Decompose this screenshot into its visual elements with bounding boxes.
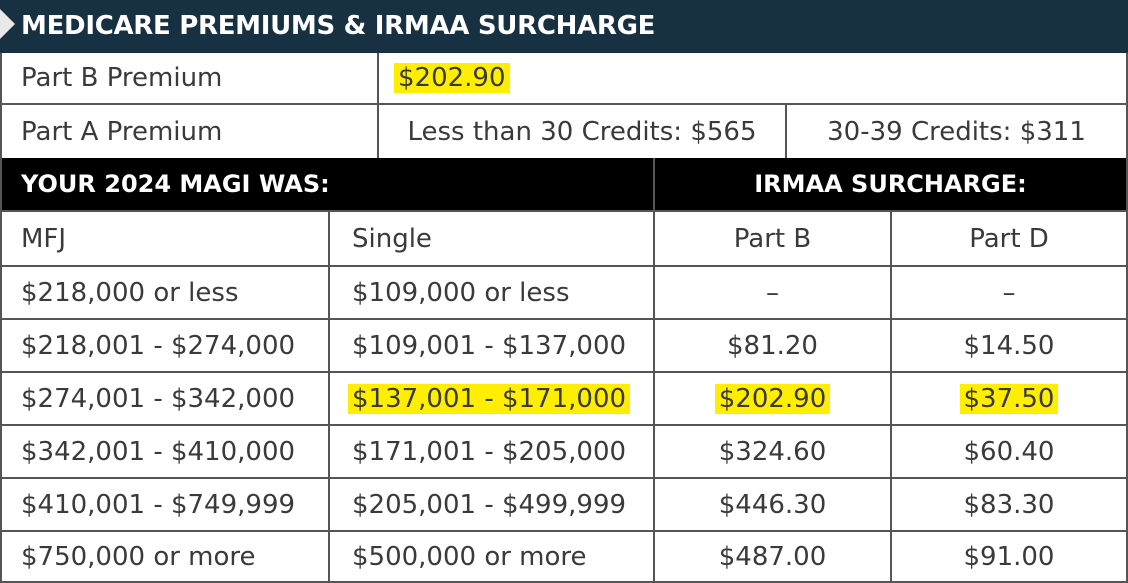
part-b-premium-value-cell: $202.90 [377,53,1126,103]
part-d-cell: $60.40 [890,426,1126,477]
part-b-cell-highlighted: $202.90 [653,373,890,424]
part-d-value-highlighted: $37.50 [959,383,1059,414]
part-d-cell: $91.00 [890,532,1126,581]
mfj-cell: $750,000 or more [21,541,256,572]
table-title: MEDICARE PREMIUMS & IRMAA SURCHARGE [21,11,656,41]
table-row: $750,000 or more $500,000 or more $487.0… [2,532,1126,581]
part-a-premium-row: Part A Premium Less than 30 Credits: $56… [2,105,1126,158]
part-a-option-30-39: 30-39 Credits: $311 [785,105,1126,158]
single-value-highlighted: $137,001 - $171,000 [348,383,631,414]
table-row-highlighted: $274,001 - $342,000 $137,001 - $171,000 … [2,373,1126,426]
part-b-cell: $324.60 [653,426,890,477]
part-b-cell: $487.00 [653,532,890,581]
part-b-cell: $446.30 [653,479,890,530]
part-b-cell: – [653,267,890,318]
single-cell: $109,000 or less [328,267,653,318]
single-cell-highlighted: $137,001 - $171,000 [328,373,653,424]
mfj-cell: $410,001 - $749,999 [21,489,296,520]
single-cell: $109,001 - $137,000 [328,320,653,371]
column-header-part-d: Part D [890,212,1126,265]
title-bar: MEDICARE PREMIUMS & IRMAA SURCHARGE [0,0,1128,53]
single-cell: $205,001 - $499,999 [328,479,653,530]
mfj-cell: $218,000 or less [21,277,239,308]
arrow-right-icon [0,9,15,39]
part-a-premium-label: Part A Premium [21,116,223,147]
single-cell: $171,001 - $205,000 [328,426,653,477]
mfj-cell: $274,001 - $342,000 [21,383,296,414]
table-row: $218,000 or less $109,000 or less – – [2,267,1126,320]
column-header-row: MFJ Single Part B Part D [2,212,1126,267]
table-row: $410,001 - $749,999 $205,001 - $499,999 … [2,479,1126,532]
mfj-cell: $342,001 - $410,000 [21,436,296,467]
part-d-cell: $14.50 [890,320,1126,371]
magi-group-header: YOUR 2024 MAGI WAS: [21,170,330,198]
part-b-value-highlighted: $202.90 [714,383,831,414]
mfj-cell: $218,001 - $274,000 [21,330,296,361]
irmaa-group-header: IRMAA SURCHARGE: [653,158,1126,210]
table-row: $218,001 - $274,000 $109,001 - $137,000 … [2,320,1126,373]
single-cell: $500,000 or more [328,532,653,581]
part-d-cell-highlighted: $37.50 [890,373,1126,424]
table-row: $342,001 - $410,000 $171,001 - $205,000 … [2,426,1126,479]
part-d-cell: – [890,267,1126,318]
group-header-row: YOUR 2024 MAGI WAS: IRMAA SURCHARGE: [2,158,1126,212]
part-b-cell: $81.20 [653,320,890,371]
part-b-premium-row: Part B Premium $202.90 [2,53,1126,105]
column-header-part-b: Part B [653,212,890,265]
part-b-premium-label: Part B Premium [21,63,223,93]
column-header-mfj: MFJ [21,223,67,254]
part-d-cell: $83.30 [890,479,1126,530]
part-a-option-under-30: Less than 30 Credits: $565 [377,105,785,158]
column-header-single: Single [328,212,653,265]
part-b-premium-value: $202.90 [394,63,510,93]
